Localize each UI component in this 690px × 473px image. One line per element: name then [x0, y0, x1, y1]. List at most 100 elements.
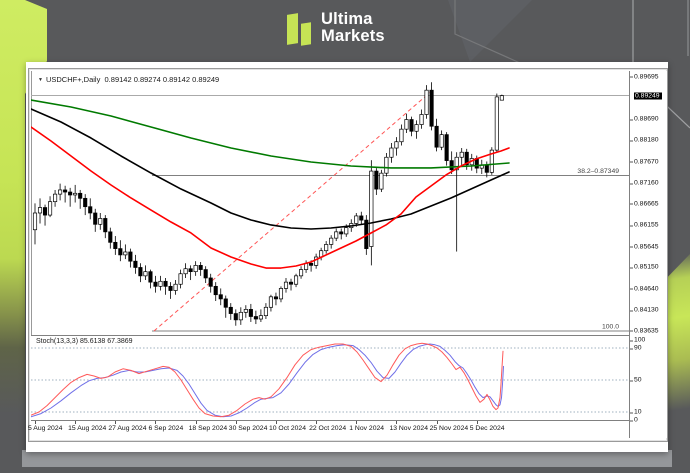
candle	[354, 215, 359, 224]
candle	[414, 124, 419, 132]
chart-window[interactable]: 38.2–0.87349 100.0 ▼ USDCHF+,Daily 0.89142…	[28, 68, 668, 442]
date-axis-label: 6 Sep 2024	[148, 425, 184, 432]
candle	[143, 271, 148, 277]
page-bottom-edge	[22, 450, 672, 467]
date-tick	[195, 421, 197, 424]
candle	[37, 207, 43, 214]
date-axis-label: 5 Dec 2024	[469, 425, 505, 432]
date-tick	[35, 421, 36, 424]
price-axis-label: 0.85150	[630, 263, 659, 271]
candle	[464, 151, 469, 166]
price-axis-label: 0.88180	[630, 136, 659, 144]
ultima-markets-logo: Ultima Markets	[287, 11, 385, 51]
ma-fast-line	[31, 126, 510, 269]
candle	[293, 275, 299, 285]
brand-name: Ultima Markets	[321, 11, 385, 45]
candle	[32, 212, 38, 231]
date-tick	[356, 421, 358, 424]
candle	[138, 267, 143, 277]
candle	[58, 189, 63, 195]
candle	[439, 134, 444, 148]
candle	[73, 192, 78, 196]
price-axis-label: 0.86665	[630, 200, 659, 208]
candle	[183, 268, 188, 275]
candle	[148, 271, 153, 283]
candle	[299, 269, 304, 277]
candle	[193, 265, 198, 273]
candle	[42, 207, 48, 216]
candle	[424, 89, 429, 115]
brand-line1: Ultima	[321, 10, 373, 28]
date-tick	[436, 421, 438, 424]
candle	[499, 95, 504, 101]
candle	[198, 265, 203, 270]
ohlc-values: 0.89142 0.89274 0.89142 0.89249	[104, 75, 220, 84]
candle	[243, 309, 248, 313]
stoch-main-line	[31, 342, 504, 418]
date-axis-label: 22 Oct 2024	[309, 425, 347, 432]
ma-mid-line	[31, 108, 510, 230]
candle	[178, 273, 183, 285]
candle	[409, 119, 414, 132]
stochastic-panel[interactable]: Stoch(13,3,3) 85.6138 67.3869	[31, 335, 629, 421]
price-axis-label: 0.84130	[630, 306, 659, 314]
chart-title: ▼ USDCHF+,Daily 0.89142 0.89274 0.89142 0…	[38, 75, 219, 84]
candle	[339, 231, 344, 235]
fib-level-label: 100.0	[602, 323, 619, 330]
date-tick	[396, 421, 398, 424]
candle	[213, 285, 218, 296]
candle	[288, 281, 294, 285]
date-tick	[316, 421, 318, 424]
candle	[83, 197, 88, 208]
main-chart-area[interactable]: 38.2–0.87349 100.0 ▼ USDCHF+,Daily 0.89142…	[31, 71, 629, 335]
date-axis-label: 30 Sep 2024	[228, 425, 268, 432]
candle	[113, 241, 118, 249]
candle	[118, 248, 123, 256]
date-axis-label: 5 Aug 2024	[28, 425, 63, 432]
current-price-tag: 0.89249	[634, 92, 662, 100]
ultima-markets-logo-icon	[287, 11, 315, 51]
candle	[324, 244, 329, 252]
candle	[278, 288, 284, 300]
candle	[494, 96, 499, 151]
candle	[394, 141, 399, 149]
candle	[334, 231, 339, 239]
stochastic-label: Stoch(13,3,3) 85.6138 67.3869	[36, 338, 133, 345]
price-axis-label: 0.87160	[630, 179, 659, 187]
candle	[454, 156, 459, 171]
date-axis-label: 27 Aug 2024	[108, 425, 147, 432]
date-tick	[235, 421, 237, 424]
stoch-axis-label: 100	[629, 336, 646, 344]
candle	[158, 280, 163, 287]
date-axis-label: 25 Nov 2024	[429, 425, 469, 432]
candle	[108, 231, 113, 243]
candle	[223, 298, 228, 308]
stoch-axis-label: 0	[630, 416, 638, 424]
candle	[103, 218, 108, 233]
candle	[133, 260, 138, 268]
date-tick	[115, 421, 117, 424]
candle	[88, 206, 93, 214]
candle	[93, 212, 98, 225]
date-tick	[476, 421, 478, 424]
candle	[444, 134, 449, 161]
candle	[399, 128, 404, 143]
brand-line2: Markets	[321, 27, 385, 45]
collapse-triangle-icon[interactable]: ▼	[38, 77, 43, 83]
date-axis[interactable]: 5 Aug 2024 15 Aug 2024 27 Aug 2024 6 Sep 20…	[28, 421, 629, 438]
date-tick	[275, 421, 277, 424]
date-axis-label: 15 Aug 2024	[68, 425, 107, 432]
candle	[359, 215, 364, 221]
candle	[123, 251, 128, 256]
price-axis-label: 0.85645	[630, 243, 659, 251]
candle	[309, 262, 314, 266]
candle	[128, 251, 133, 262]
price-axis[interactable]: 0.89695 0.88690 0.88180 0.87670 0.87160 0.866…	[629, 71, 667, 438]
candle	[434, 125, 439, 148]
stoch-axis-label: 50	[630, 376, 642, 384]
date-axis-label: 18 Sep 2024	[188, 425, 228, 432]
candle	[218, 294, 223, 300]
candle	[404, 119, 409, 130]
candle	[268, 296, 273, 308]
